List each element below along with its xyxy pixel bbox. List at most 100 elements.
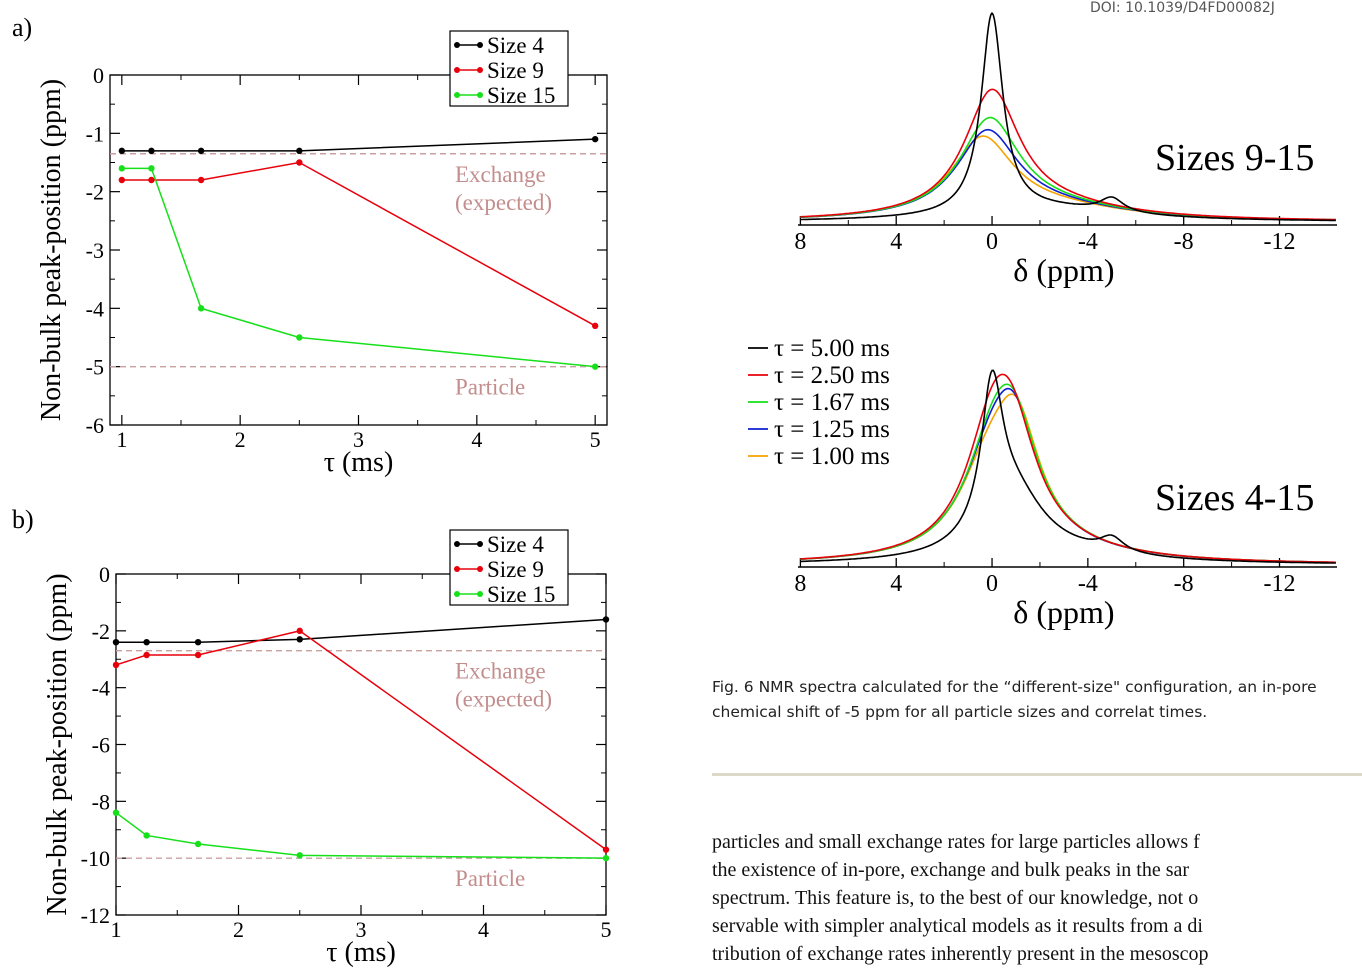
y-tick-label: -6	[86, 413, 104, 438]
spectra-bottom-label: Sizes 4-15	[1155, 477, 1314, 519]
data-point	[143, 651, 150, 659]
y-tick-label: -1	[86, 121, 104, 146]
spectrum-x-tick-label: 4	[890, 571, 902, 597]
data-point	[602, 854, 610, 862]
spectrum-curve	[800, 88, 1336, 221]
data-point	[197, 147, 205, 155]
legend-marker	[477, 541, 483, 547]
y-tick-label: -8	[92, 789, 110, 814]
spectrum-curve	[800, 11, 1336, 222]
data-point	[112, 809, 120, 816]
x-tick-label: 2	[235, 427, 246, 452]
exchange-expected-label: (expected)	[455, 687, 552, 712]
data-point	[296, 159, 303, 166]
data-point	[602, 846, 610, 853]
spectrum-x-tick-label: -12	[1264, 229, 1296, 255]
legend-marker	[454, 67, 460, 73]
series-line-size-4	[116, 618, 607, 643]
exchange-label: Exchange	[455, 162, 546, 187]
data-point	[296, 636, 303, 643]
spectra-legend-label: τ = 1.25 ms	[774, 416, 890, 443]
legend-marker	[454, 42, 460, 48]
legend-label: Size 4	[487, 532, 544, 557]
particle-label: Particle	[455, 866, 525, 891]
y-tick-label: -4	[86, 296, 104, 321]
y-tick-label: -2	[86, 180, 104, 205]
data-point	[591, 322, 599, 330]
data-point	[296, 852, 303, 859]
spectrum-x-tick-label: -8	[1174, 571, 1194, 597]
spectrum-x-axis-label: δ (ppm)	[1013, 252, 1114, 288]
plot-frame	[109, 74, 608, 426]
spectra-legend: τ = 5.00 msτ = 2.50 msτ = 1.67 msτ = 1.2…	[748, 335, 890, 470]
panel-b-label: b)	[12, 505, 34, 534]
legend-label: Size 15	[487, 582, 555, 607]
y-axis-label: Non-bulk peak-position (ppm)	[42, 573, 73, 915]
panel-a-label: a)	[12, 13, 32, 42]
figure-caption: Fig. 6 NMR spectra calculated for the “d…	[712, 678, 1317, 721]
legend-label: Size 15	[487, 83, 555, 108]
spectrum-curve	[800, 373, 1336, 564]
spectra-top-label: Sizes 9-15	[1155, 137, 1314, 179]
data-point	[194, 651, 202, 659]
spectrum-x-tick-label: -8	[1174, 229, 1194, 255]
x-tick-label: 4	[471, 427, 482, 452]
y-tick-label: 0	[93, 63, 104, 88]
data-point	[112, 639, 120, 646]
data-point	[148, 165, 155, 172]
data-point	[197, 176, 205, 184]
spectrum-x-tick-label: 8	[794, 571, 806, 597]
spectrum-curve	[800, 369, 1336, 564]
legend-marker	[454, 541, 460, 547]
x-tick-label: 3	[353, 427, 364, 452]
data-point	[591, 363, 599, 370]
data-point	[296, 334, 303, 341]
right-figure: 8 4 0 -4 -8 -12 δ (ppm) Sizes 9-15 8 4 0 -4 -8 -12 δ …	[748, 11, 1337, 630]
spectrum-x-tick-label: 8	[794, 229, 806, 255]
data-point	[296, 147, 303, 155]
y-tick-label: -6	[92, 733, 110, 758]
y-tick-label: -12	[81, 903, 110, 928]
spectrum-x-tick-label: 0	[986, 229, 998, 255]
data-point	[118, 176, 126, 184]
panel-a-chart: 0 -1 -2 -3 -4 -5 -6 1 2 3 4 5 τ (ms) Non-bulk peak-po…	[36, 30, 608, 478]
spectrum-x-tick-label: 4	[890, 229, 902, 255]
spectra-legend-label: τ = 5.00 ms	[774, 335, 890, 362]
data-point	[194, 639, 202, 646]
legend-marker	[477, 591, 483, 597]
legend-label: Size 9	[487, 557, 544, 582]
x-tick-label: 1	[111, 917, 122, 942]
data-point	[118, 165, 126, 172]
x-tick-label: 5	[601, 917, 612, 942]
spectra-bottom-chart: 8 4 0 -4 -8 -12 δ (ppm) Sizes 4-15	[794, 369, 1337, 630]
spectra-top-chart: 8 4 0 -4 -8 -12 δ (ppm) Sizes 9-15	[794, 11, 1337, 288]
doi-header: DOI: 10.1039/D4FD00082J	[1090, 0, 1275, 16]
data-point	[602, 616, 610, 623]
spectra-legend-label: τ = 2.50 ms	[774, 362, 890, 389]
series-line-size-4	[121, 138, 596, 152]
data-point	[148, 147, 155, 155]
x-tick-label: 5	[590, 427, 601, 452]
y-tick-label: 0	[99, 562, 110, 587]
data-point	[148, 176, 155, 184]
y-axis-label: Non-bulk peak-position (ppm)	[36, 79, 67, 421]
exchange-expected-label: (expected)	[455, 190, 552, 215]
spectrum-x-axis-label: δ (ppm)	[1013, 594, 1114, 630]
y-tick-label: -5	[86, 355, 104, 380]
body-line: particles and small exchange rates for l…	[712, 831, 1200, 853]
body-line: servable with simpler analytical models …	[712, 915, 1203, 937]
legend-marker	[477, 42, 483, 48]
legend-marker	[454, 92, 460, 98]
x-tick-label: 2	[233, 917, 244, 942]
body-line: the existence of in-pore, exchange and b…	[712, 859, 1190, 881]
plot-frame	[115, 573, 607, 916]
particle-label: Particle	[455, 375, 525, 400]
legend-label: Size 4	[487, 33, 544, 58]
legend-marker	[477, 67, 483, 73]
spectra-legend-label: τ = 1.67 ms	[774, 389, 890, 416]
legend-box	[449, 30, 569, 107]
panel-b-chart: 0 -2 -4 -6 -8 -10 -121 2 3 4 5 τ (ms) Non-bulk peak-…	[42, 529, 612, 968]
body-line: tribution of exchange rates inherently p…	[712, 943, 1209, 965]
